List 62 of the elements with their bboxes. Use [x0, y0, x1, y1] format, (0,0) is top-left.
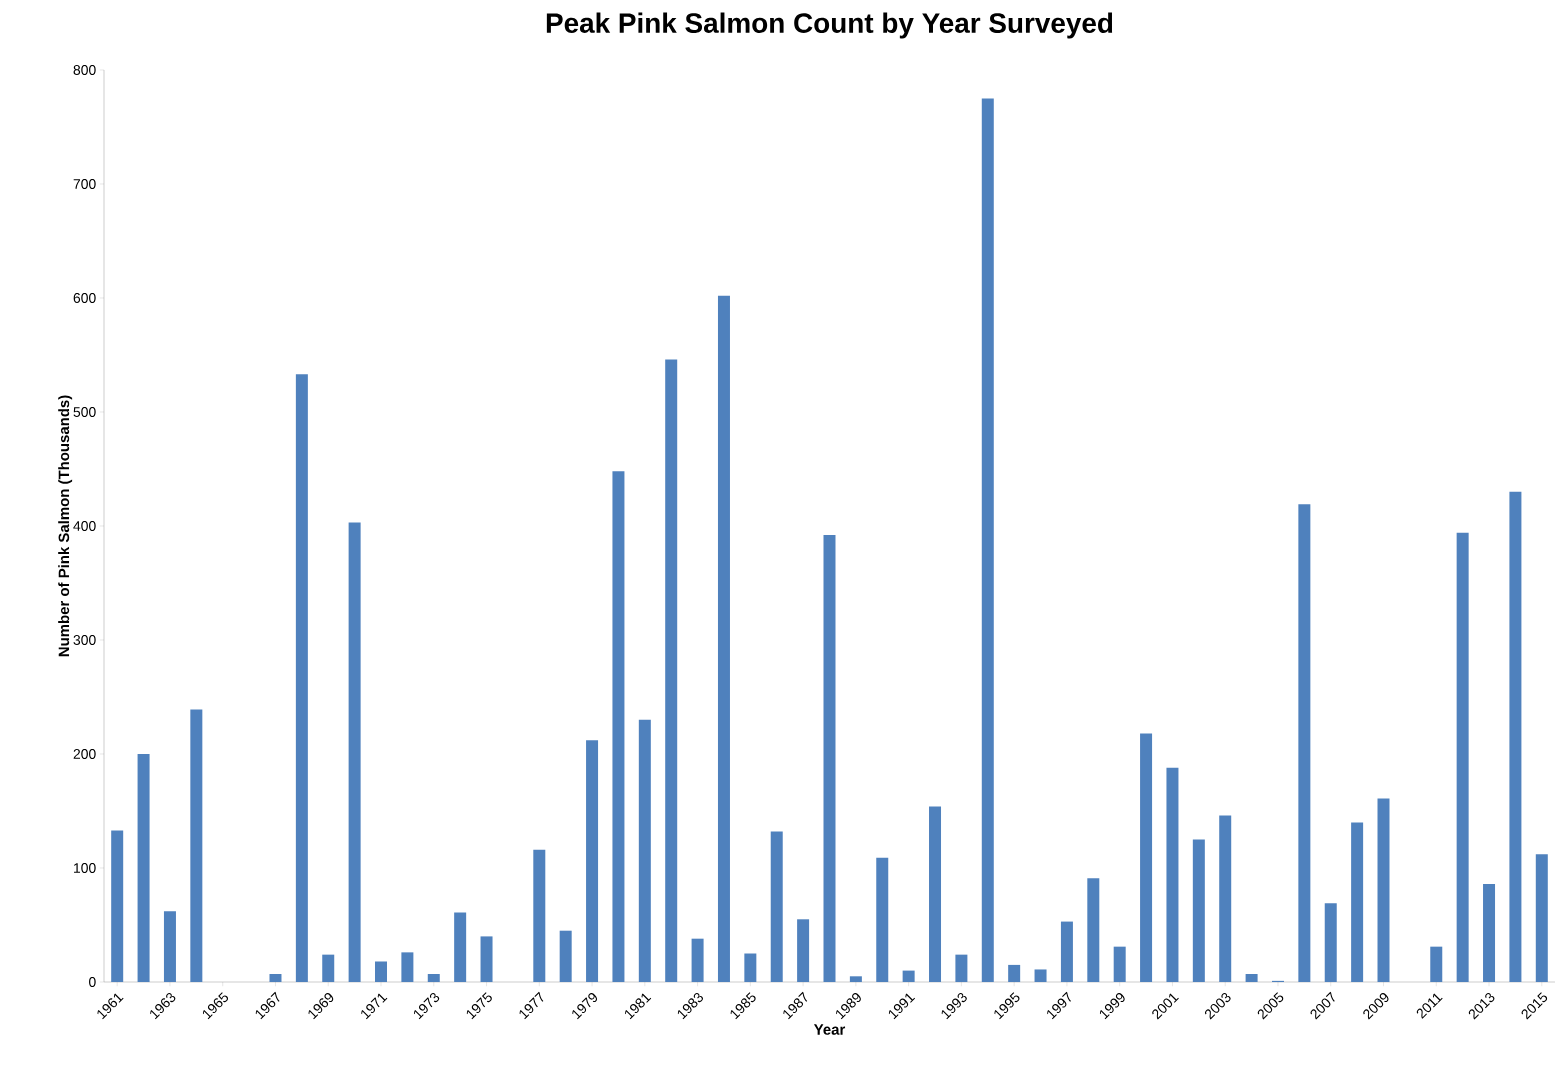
bar [1113, 946, 1126, 982]
bar [902, 970, 915, 982]
y-tick-label: 0 [89, 977, 96, 987]
y-tick-label: 500 [73, 407, 96, 417]
bar [295, 374, 308, 982]
x-axis-title: Year [813, 1024, 846, 1035]
y-tick-label: 300 [73, 635, 96, 645]
bar [1219, 815, 1232, 982]
bar [612, 471, 625, 982]
bar [717, 295, 730, 982]
bar [137, 754, 150, 982]
bar [744, 953, 757, 982]
y-tick-label: 600 [73, 293, 96, 303]
bar [401, 952, 414, 982]
bar [849, 976, 862, 982]
bar [823, 535, 836, 982]
bar [797, 919, 810, 982]
bar [981, 98, 994, 982]
bar [559, 930, 572, 982]
bar [1140, 733, 1153, 982]
y-tick-label: 100 [74, 863, 96, 873]
bar [665, 359, 678, 982]
y-tick-label: 700 [73, 179, 96, 189]
bar [375, 961, 388, 982]
bar [1298, 504, 1311, 982]
bar [1060, 921, 1073, 982]
bar [1483, 883, 1496, 982]
bar [1351, 822, 1364, 982]
y-tick-label: 800 [73, 65, 96, 75]
y-tick-label: 400 [73, 521, 96, 531]
y-axis-title: Number of Pink Salmon (Thousands) [58, 395, 73, 657]
bar [1324, 903, 1337, 982]
bar [163, 911, 176, 982]
bar [190, 709, 203, 982]
bar [269, 974, 282, 982]
bar [1377, 798, 1390, 982]
bar [427, 974, 440, 982]
bar [348, 522, 361, 982]
y-tick-label: 200 [73, 749, 96, 759]
bar [322, 954, 335, 982]
bar [533, 849, 546, 982]
bar [691, 938, 704, 982]
bar [1456, 532, 1469, 982]
bar [929, 806, 942, 982]
bar [1008, 964, 1021, 982]
bar [111, 830, 124, 982]
chart-title: Peak Pink Salmon Count by Year Surveyed [546, 12, 1113, 39]
bar [770, 831, 783, 982]
bar [1192, 839, 1205, 982]
bar [1034, 969, 1047, 982]
bar [1509, 491, 1522, 982]
bar [454, 912, 467, 982]
bar [586, 740, 599, 982]
bar [1087, 878, 1100, 982]
bar [1166, 767, 1179, 982]
bar [638, 719, 651, 982]
bar [955, 954, 968, 982]
bar [876, 857, 889, 982]
bar [1430, 946, 1443, 982]
bar [480, 936, 493, 982]
bar [1535, 854, 1548, 982]
bar [1245, 974, 1258, 982]
